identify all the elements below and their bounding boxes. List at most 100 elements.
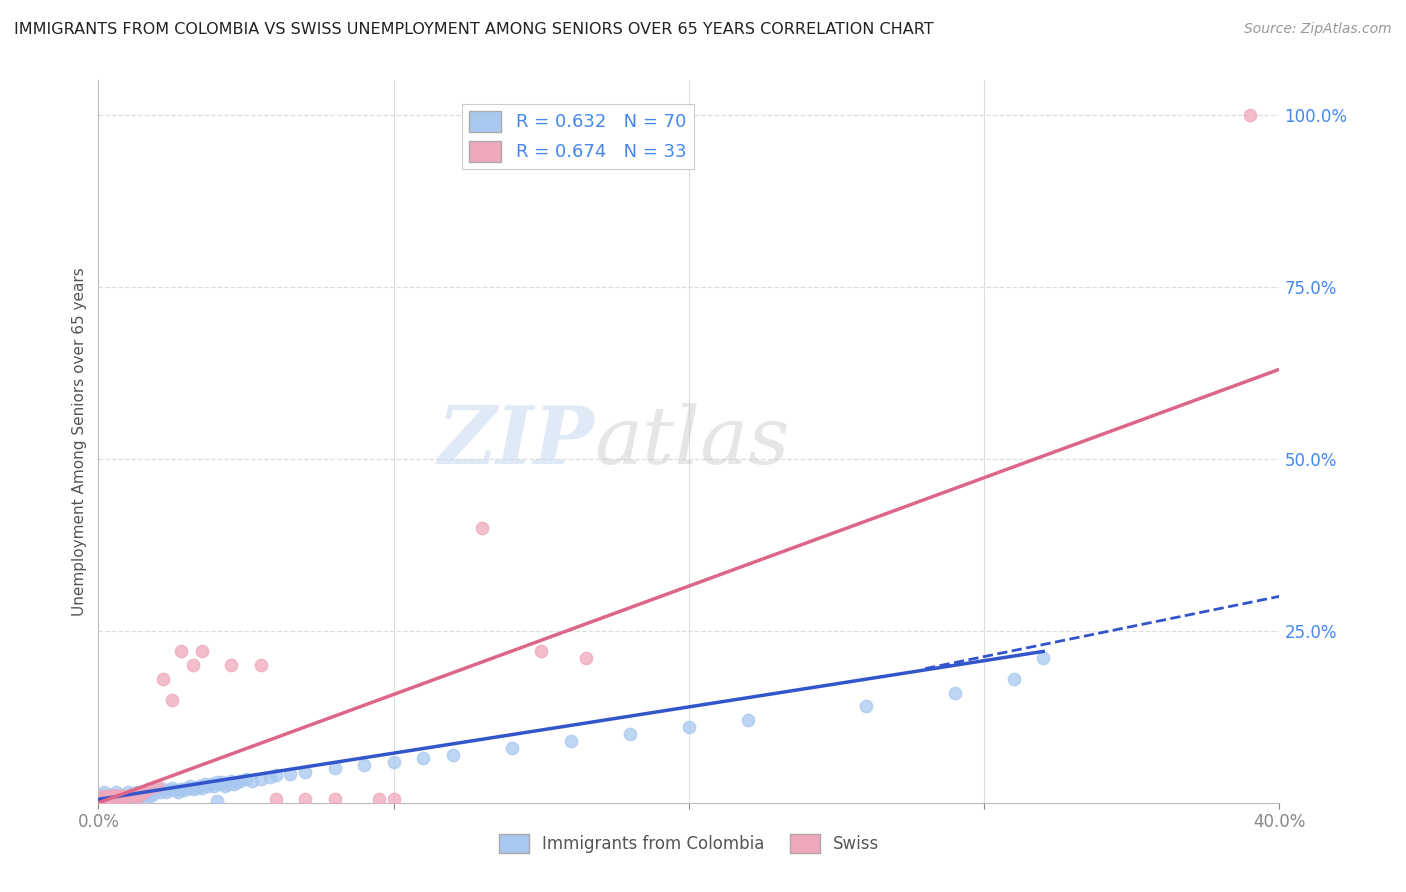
Point xyxy=(108,790,131,805)
Point xyxy=(280,767,302,781)
Point xyxy=(1002,672,1025,686)
Point xyxy=(368,792,391,806)
Point xyxy=(1032,651,1054,665)
Point xyxy=(93,789,115,803)
Point xyxy=(155,785,177,799)
Point xyxy=(619,727,641,741)
Point xyxy=(240,773,263,788)
Point xyxy=(114,790,136,805)
Point xyxy=(194,776,217,790)
Point xyxy=(855,699,877,714)
Point xyxy=(471,520,494,534)
Point xyxy=(294,764,316,779)
Point xyxy=(105,788,128,802)
Point xyxy=(264,768,287,782)
Point xyxy=(162,780,183,795)
Point xyxy=(259,770,281,784)
Point xyxy=(205,794,228,808)
Point xyxy=(117,785,139,799)
Point xyxy=(191,644,214,658)
Point xyxy=(128,790,150,805)
Point xyxy=(179,779,201,793)
Point xyxy=(105,785,128,799)
Text: Source: ZipAtlas.com: Source: ZipAtlas.com xyxy=(1244,22,1392,37)
Point xyxy=(146,779,169,793)
Point xyxy=(157,783,180,797)
Point xyxy=(264,792,287,806)
Point xyxy=(353,758,375,772)
Point xyxy=(98,789,121,803)
Point xyxy=(323,792,346,806)
Point xyxy=(114,790,136,805)
Point xyxy=(323,761,346,775)
Point xyxy=(221,658,243,673)
Point xyxy=(412,751,434,765)
Text: atlas: atlas xyxy=(595,403,790,480)
Point xyxy=(98,788,121,802)
Point xyxy=(170,782,193,797)
Point xyxy=(205,775,228,789)
Point xyxy=(191,780,214,795)
Point xyxy=(224,776,246,790)
Point xyxy=(530,644,553,658)
Point xyxy=(167,785,190,799)
Point xyxy=(111,789,134,803)
Point xyxy=(117,789,139,803)
Text: IMMIGRANTS FROM COLOMBIA VS SWISS UNEMPLOYMENT AMONG SENIORS OVER 65 YEARS CORRE: IMMIGRANTS FROM COLOMBIA VS SWISS UNEMPL… xyxy=(14,22,934,37)
Point xyxy=(678,720,700,734)
Point xyxy=(229,773,252,788)
Point xyxy=(575,651,598,665)
Point xyxy=(208,776,231,790)
Point xyxy=(737,713,759,727)
Text: ZIP: ZIP xyxy=(437,403,595,480)
Point xyxy=(181,782,204,797)
Point xyxy=(111,788,134,802)
Point xyxy=(132,785,155,799)
Point xyxy=(132,788,155,802)
Point xyxy=(120,788,142,802)
Point xyxy=(170,644,193,658)
Point xyxy=(90,790,112,805)
Legend: Immigrants from Colombia, Swiss: Immigrants from Colombia, Swiss xyxy=(492,827,886,860)
Point xyxy=(181,658,204,673)
Point xyxy=(250,658,273,673)
Point xyxy=(96,789,118,803)
Point xyxy=(162,692,183,706)
Point xyxy=(211,775,233,789)
Point xyxy=(197,779,219,793)
Point xyxy=(125,790,148,805)
Point xyxy=(103,790,125,805)
Point xyxy=(96,790,118,805)
Point xyxy=(152,782,174,797)
Point xyxy=(120,788,142,802)
Point xyxy=(202,779,225,793)
Point xyxy=(138,789,160,803)
Point xyxy=(138,782,160,797)
Point xyxy=(250,772,273,786)
Point xyxy=(176,780,198,795)
Point xyxy=(441,747,464,762)
Point xyxy=(128,788,150,802)
Point xyxy=(560,734,582,748)
Point xyxy=(235,772,257,786)
Point xyxy=(93,785,115,799)
Point xyxy=(173,783,195,797)
Point xyxy=(141,788,163,802)
Point xyxy=(221,773,243,788)
Point xyxy=(294,792,316,806)
Point xyxy=(187,779,209,793)
Point xyxy=(200,776,222,790)
Point xyxy=(165,783,187,797)
Point xyxy=(103,790,125,805)
Point xyxy=(152,672,174,686)
Point xyxy=(122,789,145,803)
Point xyxy=(214,779,236,793)
Point xyxy=(501,740,523,755)
Point xyxy=(382,792,405,806)
Y-axis label: Unemployment Among Seniors over 65 years: Unemployment Among Seniors over 65 years xyxy=(72,268,87,615)
Point xyxy=(217,776,239,790)
Point xyxy=(135,785,157,799)
Point xyxy=(90,789,112,803)
Point xyxy=(149,785,172,799)
Point xyxy=(184,780,207,795)
